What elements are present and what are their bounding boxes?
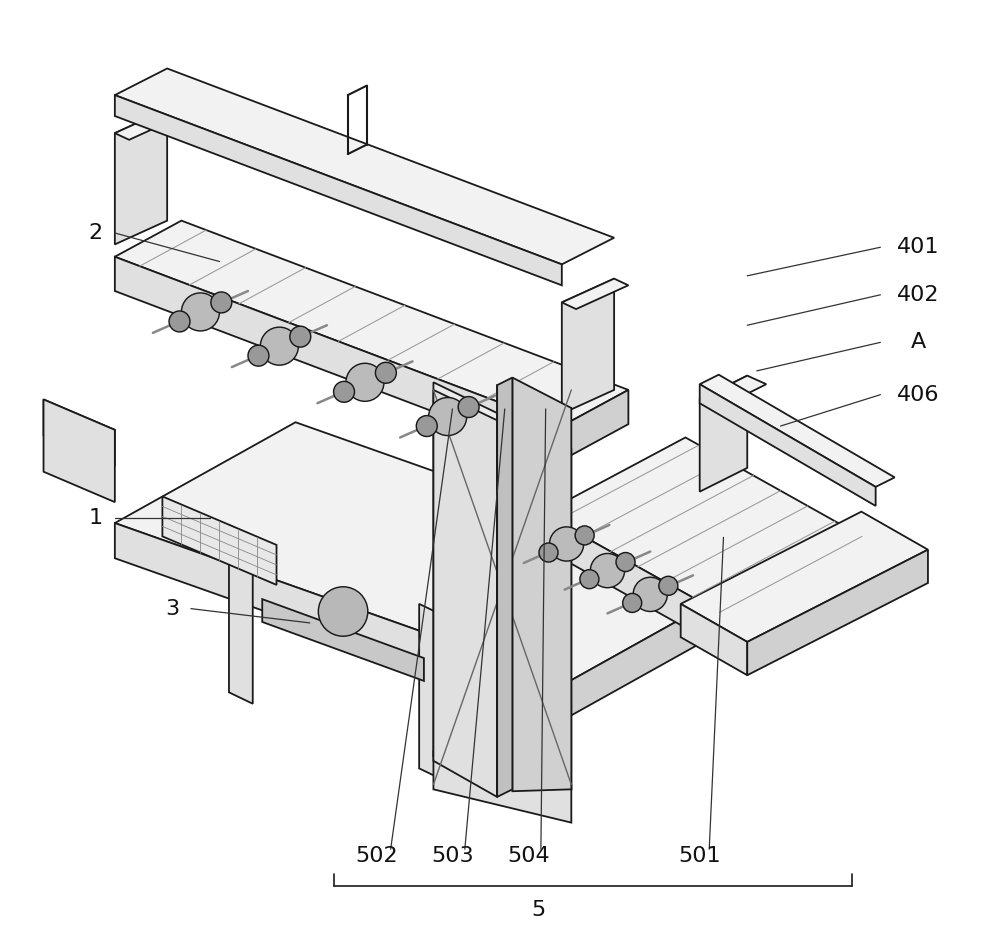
Polygon shape [543, 649, 567, 813]
Polygon shape [115, 109, 167, 244]
Circle shape [659, 576, 678, 595]
Polygon shape [115, 523, 567, 718]
Polygon shape [562, 279, 614, 414]
Circle shape [169, 311, 190, 332]
Polygon shape [512, 378, 571, 791]
Circle shape [590, 553, 625, 588]
Circle shape [375, 362, 396, 383]
Circle shape [260, 327, 298, 365]
Polygon shape [700, 376, 766, 408]
Circle shape [539, 543, 558, 562]
Polygon shape [543, 437, 876, 620]
Text: 401: 401 [897, 237, 940, 258]
Text: 502: 502 [355, 845, 398, 866]
Polygon shape [433, 751, 571, 823]
Polygon shape [115, 95, 562, 285]
Polygon shape [115, 221, 628, 426]
Circle shape [181, 293, 219, 331]
Text: 1: 1 [89, 508, 103, 529]
Polygon shape [115, 422, 747, 683]
Circle shape [248, 345, 269, 366]
Circle shape [616, 553, 635, 572]
Polygon shape [562, 390, 628, 460]
Circle shape [346, 363, 384, 401]
Text: 402: 402 [897, 284, 940, 305]
Polygon shape [44, 399, 115, 466]
Polygon shape [162, 496, 277, 585]
Circle shape [633, 577, 667, 611]
Text: 504: 504 [507, 845, 550, 866]
Circle shape [549, 527, 584, 561]
Polygon shape [543, 514, 733, 654]
Text: 5: 5 [531, 900, 545, 921]
Circle shape [580, 570, 599, 589]
Circle shape [211, 292, 232, 313]
Circle shape [318, 587, 368, 636]
Text: 406: 406 [897, 384, 940, 405]
Text: 2: 2 [89, 223, 103, 243]
Circle shape [416, 416, 437, 437]
Polygon shape [700, 384, 876, 506]
Polygon shape [433, 382, 571, 789]
Text: A: A [911, 332, 926, 353]
Polygon shape [681, 512, 928, 642]
Polygon shape [681, 604, 747, 675]
Polygon shape [562, 279, 628, 309]
Text: 3: 3 [165, 598, 179, 619]
Polygon shape [115, 257, 562, 460]
Text: 503: 503 [431, 845, 474, 866]
Polygon shape [433, 390, 497, 797]
Polygon shape [115, 68, 614, 264]
Circle shape [290, 326, 311, 347]
Polygon shape [262, 599, 424, 681]
Polygon shape [44, 399, 115, 502]
Circle shape [458, 397, 479, 417]
Polygon shape [115, 109, 181, 140]
Polygon shape [747, 550, 928, 675]
Polygon shape [733, 544, 876, 654]
Polygon shape [419, 604, 443, 780]
Polygon shape [567, 582, 747, 718]
Text: 501: 501 [678, 845, 721, 866]
Circle shape [575, 526, 594, 545]
Circle shape [623, 593, 642, 612]
Polygon shape [700, 376, 747, 492]
Circle shape [334, 381, 354, 402]
Polygon shape [229, 525, 253, 704]
Circle shape [429, 398, 467, 436]
Polygon shape [700, 375, 895, 487]
Polygon shape [497, 378, 512, 797]
